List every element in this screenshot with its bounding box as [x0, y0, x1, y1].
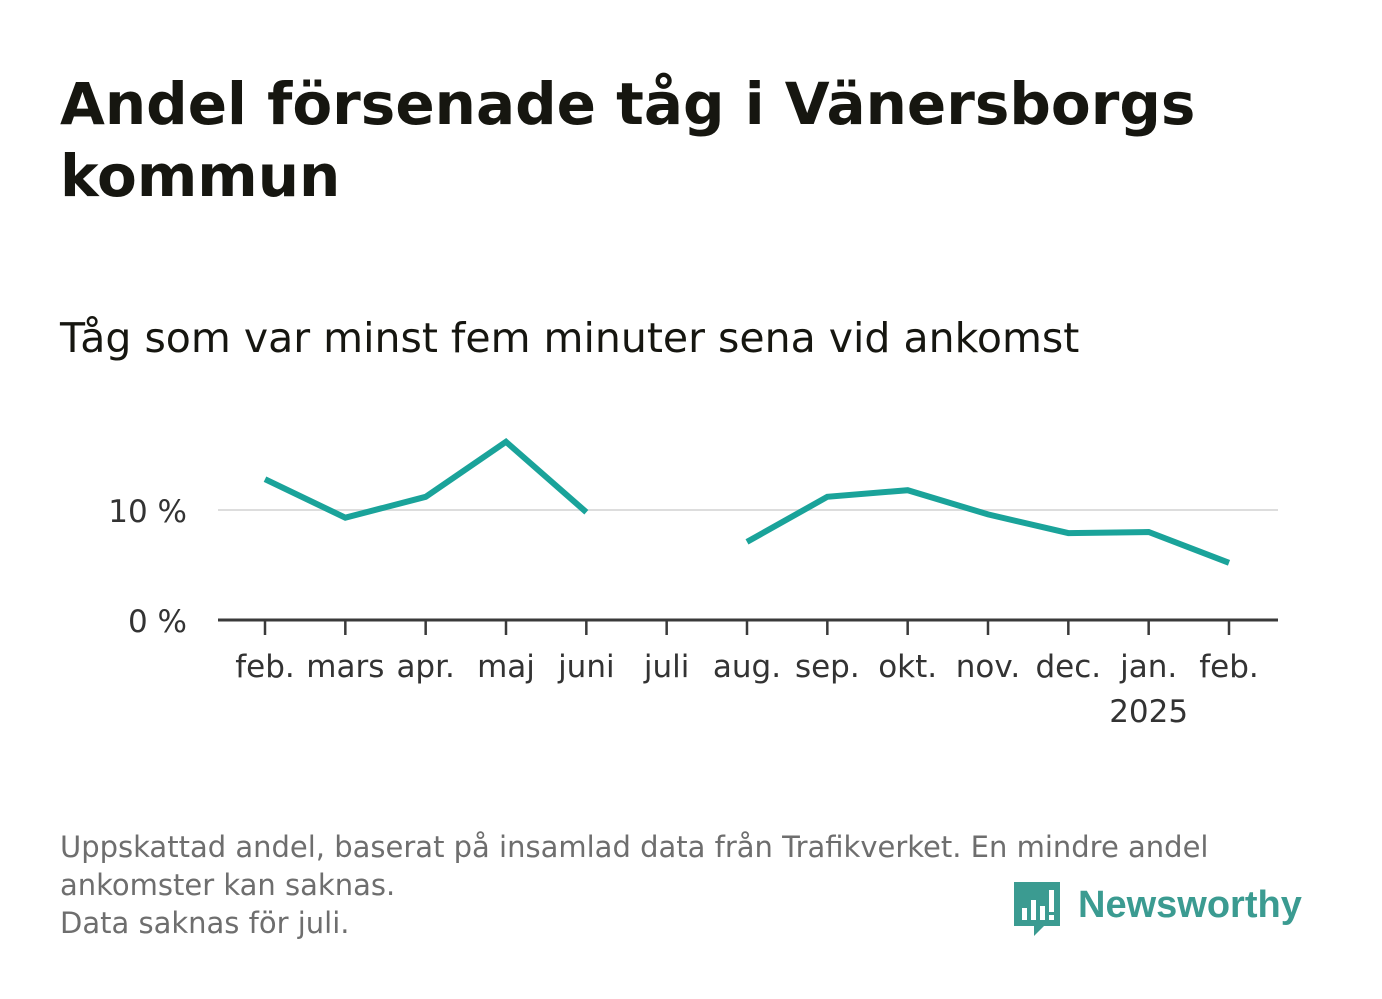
- x-axis: [218, 618, 1278, 635]
- y-tick-label: 10 %: [108, 494, 187, 530]
- newsworthy-bar-chart-icon: [1014, 882, 1060, 936]
- series-line-segment: [263, 438, 589, 521]
- x-year-label: 2025: [1109, 694, 1188, 730]
- missing-data-note: Data saknas för juli.: [60, 906, 350, 940]
- series-line-segment: [745, 487, 1231, 566]
- x-tick-label: feb.: [1199, 649, 1259, 685]
- tick-labels: 0 % 10 % feb. mars apr. maj juni juli aug. sep. ok…: [108, 494, 1259, 730]
- logo-wordmark: Newsworthy: [1078, 884, 1302, 926]
- x-tick-label: apr.: [396, 649, 454, 685]
- chart-subtitle: Tåg som var minst fem minuter sena vid a…: [60, 314, 1080, 362]
- x-tick-label: juni: [557, 649, 615, 685]
- source-note-line: Uppskattad andel, baserat på insamlad da…: [60, 830, 1209, 902]
- x-tick-label: nov.: [956, 649, 1020, 685]
- chart-title: Andel försenade tåg i Vänersborgs kommun: [60, 70, 1196, 210]
- x-tick-label: juli: [643, 649, 690, 685]
- newsworthy-logo: Newsworthy: [1010, 878, 1330, 942]
- x-tick-label: feb.: [235, 649, 295, 685]
- x-tick-label: jan.: [1119, 649, 1177, 685]
- x-tick-label: aug.: [713, 649, 781, 685]
- x-tick-label: dec.: [1036, 649, 1102, 685]
- x-tick-label: maj: [477, 649, 535, 685]
- x-tick-label: okt.: [878, 649, 937, 685]
- x-tick-label: sep.: [795, 649, 860, 685]
- y-tick-label: 0 %: [128, 604, 187, 640]
- source-note: Uppskattad andel, baserat på insamlad da…: [60, 828, 1330, 942]
- x-tick-label: mars: [306, 649, 384, 685]
- series-layer: [263, 438, 1231, 566]
